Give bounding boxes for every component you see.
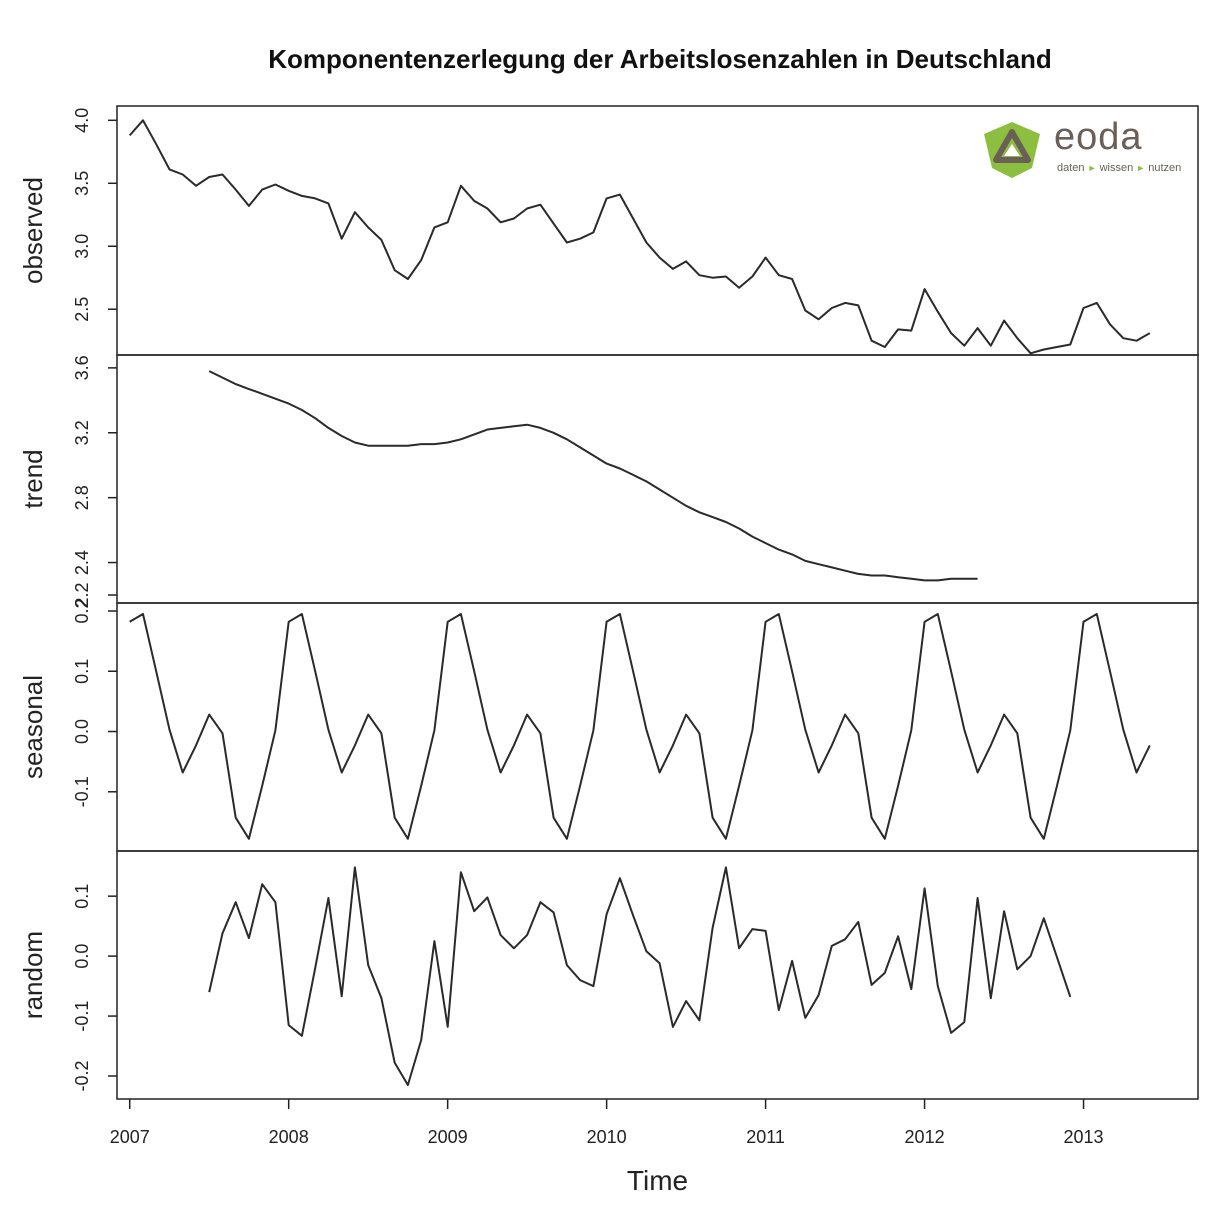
seasonal-ytick-label: 0.1 [72,659,92,684]
random-ytick-label: -0.2 [72,1060,92,1091]
observed-ylabel: observed [18,177,48,284]
logo-wordmark: eoda [1054,116,1143,158]
trend-ytick-label: 2.4 [72,550,92,575]
random-ytick-label: 0.1 [72,884,92,909]
trend-ytick-label: 2.8 [72,485,92,510]
eoda-logo: eoda daten ► wissen ► nutzen [980,116,1190,182]
x-tick-label: 2009 [428,1127,468,1147]
x-axis-label: Time [627,1165,688,1196]
seasonal-ylabel: seasonal [18,675,48,779]
observed-series-line [128,119,1151,355]
random-ytick-label: -0.1 [72,1001,92,1032]
random-ytick-label: 0.0 [72,944,92,969]
tagline-arrow-icon: ► [1087,163,1097,173]
observed-ytick-label: 3.5 [72,171,92,196]
seasonal-panel-frame [116,602,1199,852]
tagline-arrow-icon: ► [1136,163,1146,173]
x-tick-label: 2008 [269,1127,309,1147]
x-tick-label: 2013 [1064,1127,1104,1147]
observed-ytick-label: 4.0 [72,108,92,133]
trend-ylabel: trend [18,449,48,508]
seasonal-ytick-label: 0.0 [72,719,92,744]
seasonal-ytick-label: -0.1 [72,776,92,807]
trend-ytick-label: 3.2 [72,420,92,445]
trend-series-line [208,370,978,582]
logo-tagline: daten ► wissen ► nutzen [1057,162,1181,174]
x-tick-label: 2010 [587,1127,627,1147]
chart-title: Komponentenzerlegung der Arbeitslosenzah… [268,44,1052,74]
observed-ytick-label: 3.0 [72,234,92,259]
logo-tagline-word: nutzen [1148,162,1182,174]
seasonal-series-line [129,613,1151,840]
logo-tagline-word: wissen [1099,162,1134,174]
seasonal-ytick-label: 0.2 [72,598,92,623]
eoda-logo-mark [984,122,1040,178]
random-panel-frame [116,850,1199,1100]
trend-ytick-label: 3.6 [72,355,92,380]
x-tick-label: 2012 [905,1127,945,1147]
trend-panel-frame [116,354,1199,604]
trend-ytick-label: 2.2 [72,582,92,607]
random-ylabel: random [18,931,48,1019]
x-tick-label: 2011 [746,1127,785,1147]
random-series-line [208,866,1072,1086]
x-tick-label: 2007 [110,1127,150,1147]
logo-tagline-word: daten [1057,162,1085,174]
observed-ytick-label: 2.5 [72,297,92,322]
